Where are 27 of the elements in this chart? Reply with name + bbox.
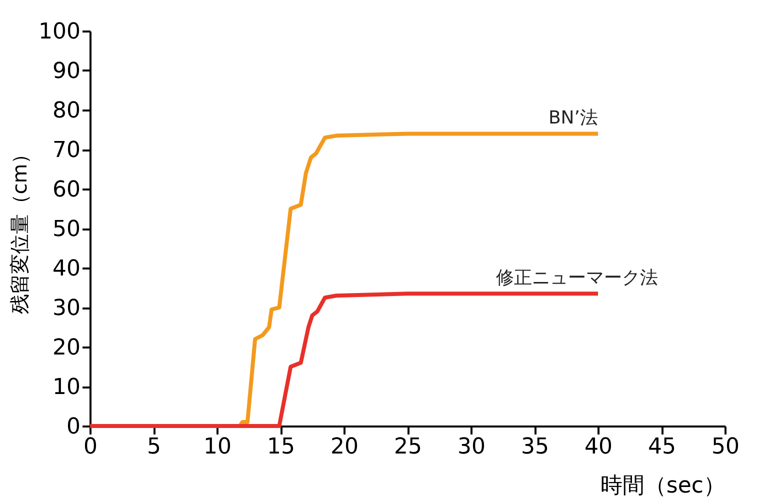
y-tick-label: 20	[52, 336, 80, 360]
x-tick-label: 5	[147, 434, 161, 460]
y-tick-label: 100	[38, 20, 80, 44]
y-tick-label: 40	[52, 256, 80, 282]
y-tick-label: 10	[52, 375, 80, 400]
x-tick-label: 50	[712, 434, 740, 460]
y-tick-label: 60	[52, 178, 80, 202]
series-label: 修正ニューマーク法	[496, 268, 658, 289]
y-tick-label: 50	[52, 217, 80, 242]
x-tick-label: 20	[330, 434, 358, 460]
y-tick-label: 70	[52, 138, 80, 163]
x-tick-label: 40	[584, 434, 612, 460]
y-tick-label: 90	[52, 59, 80, 84]
y-tick-label: 30	[52, 296, 80, 321]
line-series	[88, 292, 600, 428]
x-tick-label: 10	[204, 434, 232, 460]
x-tick-label: 35	[521, 434, 549, 460]
x-tick-label: 30	[458, 434, 486, 460]
y-tick-label: 0	[66, 414, 80, 440]
x-tick-label: 15	[267, 434, 295, 460]
x-tick-label: 45	[648, 434, 676, 460]
y-tick-label: 80	[52, 98, 80, 124]
y-axis-title: 残留変位量（cm）	[8, 144, 32, 314]
x-tick-label: 0	[84, 434, 98, 460]
x-axis-title: 時間（sec）	[600, 474, 726, 498]
series-label: BN’法	[548, 108, 598, 129]
x-tick-label: 25	[394, 434, 422, 460]
